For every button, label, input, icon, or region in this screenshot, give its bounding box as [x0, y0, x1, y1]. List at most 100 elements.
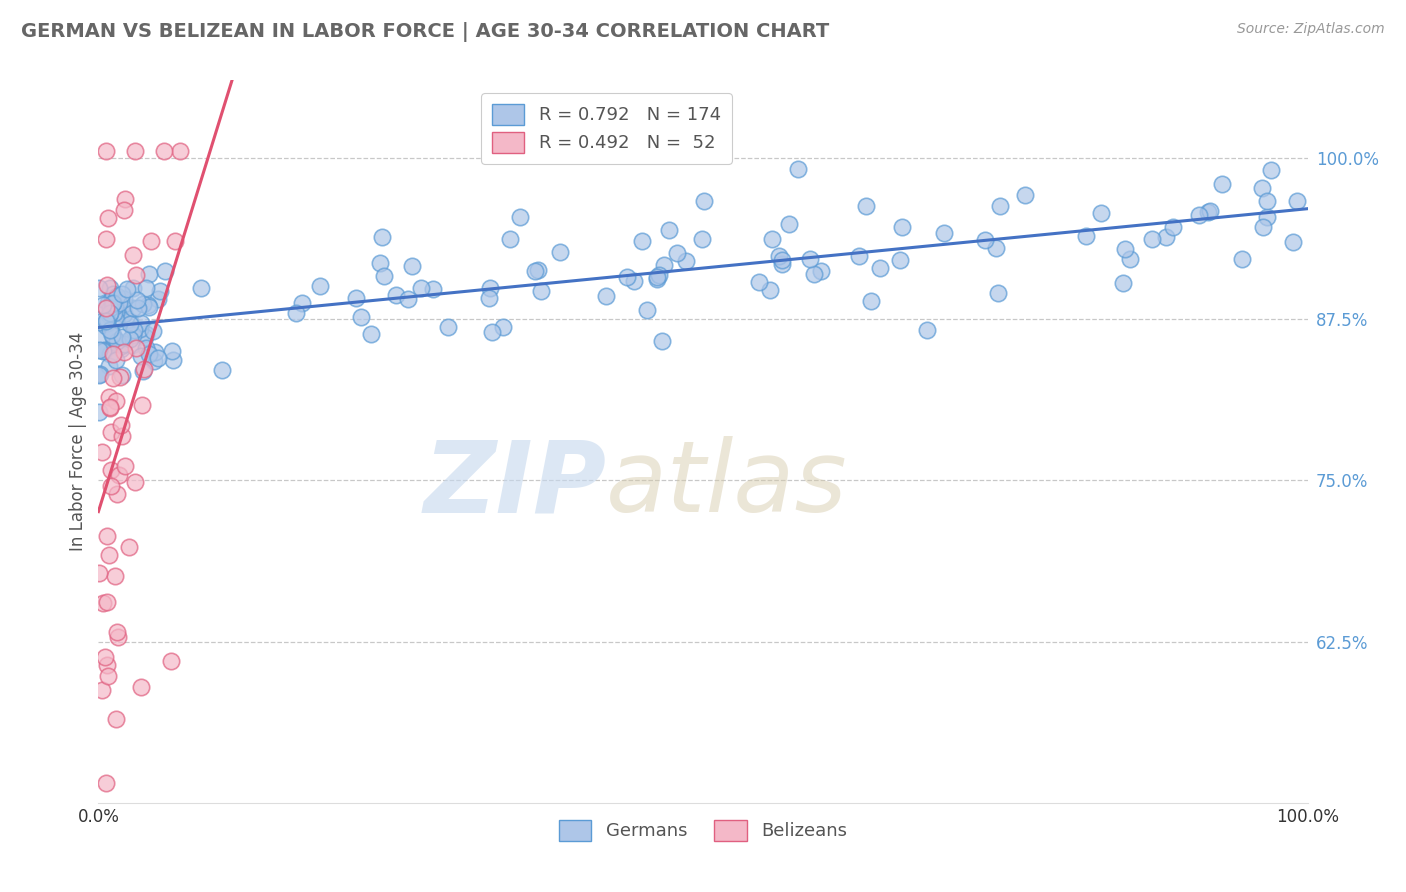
Point	[110, 342, 132, 356]
Point	[96, 232, 118, 246]
Point	[134, 361, 156, 376]
Point	[112, 337, 135, 351]
Point	[988, 199, 1011, 213]
Point	[138, 300, 160, 314]
Point	[111, 368, 134, 383]
Point	[401, 259, 423, 273]
Point	[105, 625, 128, 640]
Point	[135, 341, 157, 355]
Point	[135, 281, 157, 295]
Point	[143, 345, 166, 359]
Point	[97, 669, 120, 683]
Point	[107, 334, 129, 348]
Point	[90, 343, 112, 357]
Point	[770, 257, 793, 271]
Point	[848, 248, 870, 262]
Point	[98, 347, 121, 361]
Point	[128, 322, 150, 336]
Point	[98, 390, 121, 404]
Point	[101, 297, 124, 311]
Point	[112, 345, 135, 359]
Point	[114, 305, 136, 319]
Point	[91, 343, 114, 358]
Point	[385, 287, 408, 301]
Point	[122, 327, 145, 342]
Point	[1187, 208, 1209, 222]
Point	[787, 161, 810, 176]
Point	[396, 293, 419, 307]
Point	[90, 683, 112, 698]
Point	[89, 343, 111, 357]
Point	[869, 261, 891, 276]
Point	[654, 259, 676, 273]
Point	[98, 548, 121, 562]
Point	[89, 367, 111, 381]
Point	[1285, 194, 1308, 208]
Point	[91, 596, 114, 610]
Point	[1260, 163, 1282, 178]
Point	[437, 320, 460, 334]
Point	[616, 270, 638, 285]
Point	[169, 145, 191, 159]
Point	[114, 192, 136, 206]
Point	[128, 301, 150, 316]
Legend: Germans, Belizeans: Germans, Belizeans	[551, 813, 855, 848]
Point	[758, 283, 780, 297]
Point	[135, 326, 157, 341]
Point	[125, 341, 148, 355]
Point	[481, 325, 503, 339]
Point	[89, 367, 111, 381]
Point	[112, 307, 135, 321]
Point	[103, 370, 125, 384]
Point	[101, 314, 124, 328]
Point	[101, 327, 124, 342]
Point	[107, 630, 129, 644]
Point	[112, 293, 135, 307]
Point	[478, 281, 501, 295]
Point	[190, 281, 212, 295]
Point	[97, 295, 120, 310]
Point	[101, 291, 124, 305]
Point	[110, 339, 132, 353]
Point	[100, 306, 122, 320]
Point	[105, 393, 128, 408]
Point	[530, 284, 553, 298]
Point	[645, 272, 668, 286]
Point	[101, 296, 124, 310]
Point	[146, 351, 169, 366]
Point	[986, 241, 1008, 255]
Point	[89, 368, 111, 383]
Point	[96, 658, 118, 673]
Point	[114, 458, 136, 473]
Point	[111, 286, 134, 301]
Point	[87, 566, 110, 581]
Point	[658, 223, 681, 237]
Point	[91, 445, 114, 459]
Point	[138, 267, 160, 281]
Point	[98, 301, 121, 315]
Point	[104, 569, 127, 583]
Point	[122, 248, 145, 262]
Point	[136, 298, 159, 312]
Point	[1119, 252, 1142, 266]
Point	[768, 249, 790, 263]
Point	[162, 353, 184, 368]
Point	[121, 337, 143, 351]
Point	[129, 349, 152, 363]
Point	[118, 541, 141, 555]
Point	[94, 776, 117, 790]
Point	[105, 304, 128, 318]
Point	[153, 145, 176, 159]
Point	[1074, 228, 1097, 243]
Point	[124, 475, 146, 489]
Point	[96, 315, 118, 329]
Point	[917, 322, 939, 336]
Point	[111, 429, 134, 443]
Point	[94, 319, 117, 334]
Point	[360, 326, 382, 341]
Point	[1161, 220, 1184, 235]
Point	[96, 314, 118, 328]
Point	[101, 347, 124, 361]
Point	[105, 289, 128, 303]
Point	[647, 269, 669, 284]
